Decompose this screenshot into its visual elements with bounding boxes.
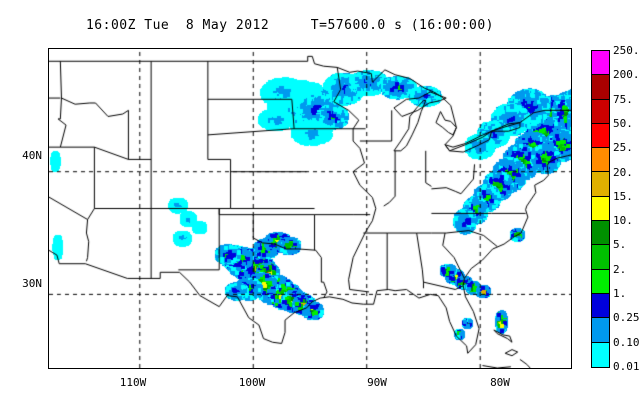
plot-title: 16:00Z Tue 8 May 2012 T=57600.0 s (16:00… (85, 18, 494, 33)
colorbar-tick-label: 0.25 (613, 311, 640, 325)
colorbar-band (592, 293, 609, 319)
lon-tick-label-80w: 80W (490, 376, 510, 389)
lon-tick-label-110w: 110W (119, 376, 147, 389)
colorbar-tick-label: 50. (613, 116, 633, 130)
colorbar-tick-label: 75. (613, 92, 633, 106)
colorbar-tick-label: 20. (613, 165, 633, 179)
colorbar-band (592, 269, 609, 294)
colorbar-band (592, 342, 609, 367)
colorbar-tick-label: 2. (613, 262, 627, 276)
colorbar-tick-label: 15. (613, 189, 633, 203)
colorbar-band (592, 221, 609, 246)
precipitation-colorbar[interactable] (591, 50, 610, 368)
colorbar-tick-label: 1. (613, 287, 627, 301)
colorbar-tick-label: 200. (613, 68, 640, 82)
lon-tick-label-90w: 90W (367, 376, 387, 389)
colorbar-band (592, 172, 609, 197)
colorbar-band (592, 148, 609, 173)
colorbar-band (592, 99, 609, 124)
colorbar-tick-label: 5. (613, 238, 627, 252)
colorbar-band (592, 75, 609, 100)
colorbar-tick-label: 25. (613, 141, 633, 155)
colorbar-tick-label: 0.10 (613, 335, 640, 349)
colorbar-band (592, 51, 609, 76)
precipitation-field-canvas (49, 49, 571, 368)
colorbar-tick-label: 10. (613, 214, 633, 228)
colorbar-tick-label: 250. (613, 44, 640, 57)
lat-tick-label-30n: 30N (22, 277, 42, 290)
colorbar-band (592, 245, 609, 270)
map-plot-area[interactable] (48, 48, 572, 369)
colorbar-band (592, 196, 609, 222)
colorbar-band (592, 318, 609, 343)
colorbar-band (592, 123, 609, 149)
lat-tick-label-40n: 40N (22, 149, 42, 162)
colorbar-tick-label: 0.01 (613, 360, 640, 373)
lon-tick-label-100w: 100W (238, 376, 266, 389)
